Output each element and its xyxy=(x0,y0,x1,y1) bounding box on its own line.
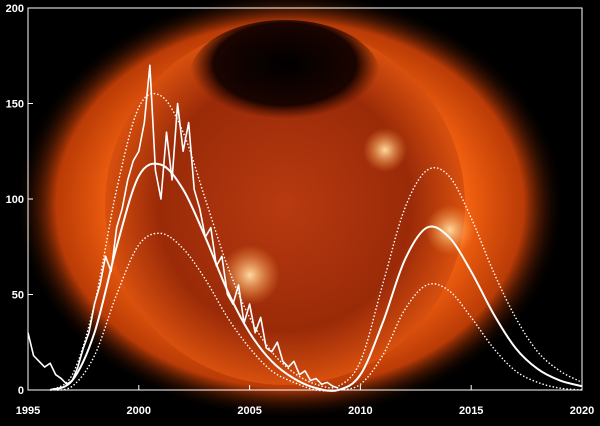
y-tick-label: 200 xyxy=(6,3,24,15)
x-tick-label: 2020 xyxy=(570,405,594,417)
x-tick-label: 2005 xyxy=(237,405,261,417)
x-tick-label: 2010 xyxy=(348,405,372,417)
y-tick-label: 0 xyxy=(18,385,24,397)
series-line xyxy=(27,64,339,389)
series-line xyxy=(50,232,583,392)
bright-region xyxy=(363,128,407,172)
coronal-hole xyxy=(190,20,380,130)
sun-disk xyxy=(105,25,465,385)
y-tick-label: 100 xyxy=(6,194,24,206)
y-tick-label: 150 xyxy=(6,99,24,111)
x-tick-label: 1995 xyxy=(16,405,40,417)
x-tick-label: 2015 xyxy=(459,405,483,417)
series-line xyxy=(49,162,583,392)
x-tick-label: 2000 xyxy=(127,405,151,417)
y-tick-label: 50 xyxy=(12,290,24,302)
bright-region xyxy=(425,205,475,255)
bright-region xyxy=(220,245,280,305)
